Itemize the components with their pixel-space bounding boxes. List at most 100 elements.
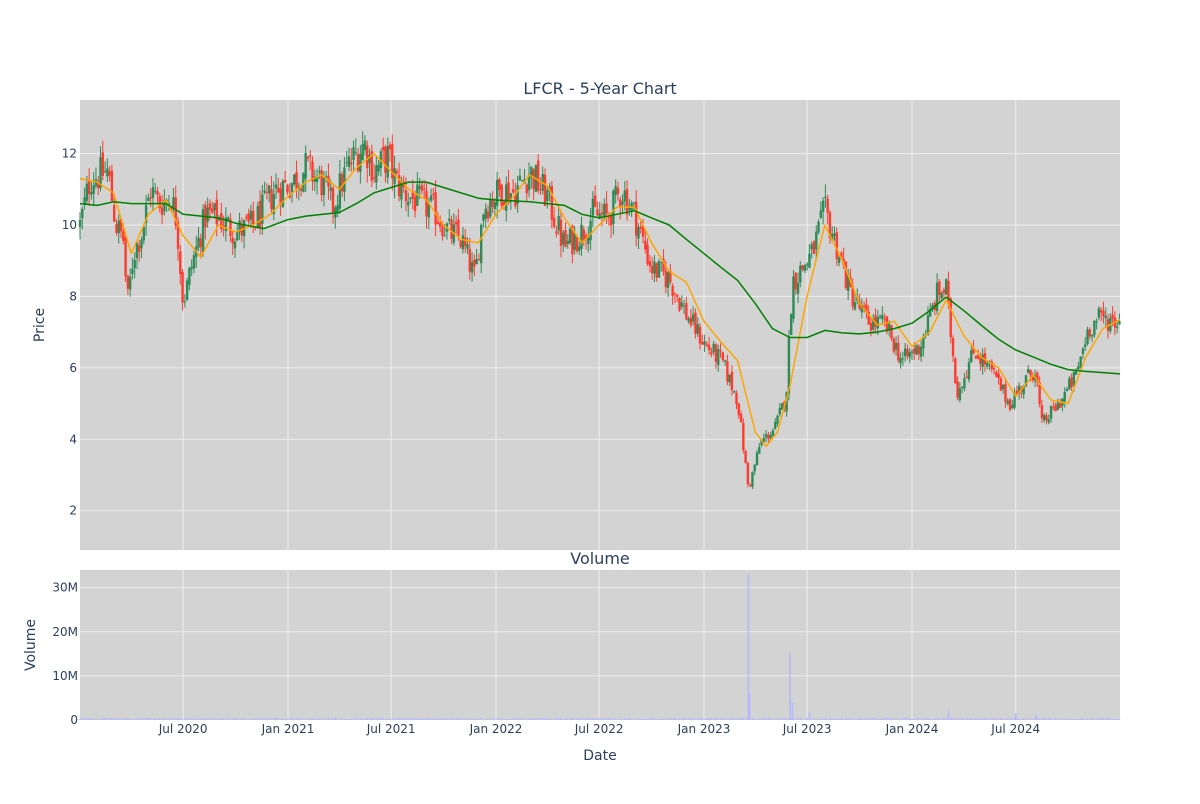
candle-down <box>220 213 223 230</box>
volume-bar <box>1013 718 1016 720</box>
candle-down <box>655 263 658 278</box>
volume-bar <box>92 718 95 720</box>
candle-down <box>851 285 854 307</box>
volume-bar <box>1061 718 1064 720</box>
candle-down <box>286 184 289 193</box>
volume-bar <box>256 717 259 720</box>
volume-bar <box>728 718 731 720</box>
candle-up <box>131 268 134 275</box>
volume-bar <box>384 719 387 720</box>
volume-bar <box>592 718 594 720</box>
candle-up <box>448 218 451 221</box>
volume-bar <box>1107 718 1109 720</box>
candle-down <box>605 203 608 214</box>
candle-up <box>785 391 788 412</box>
volume-bar <box>972 718 975 720</box>
candle-up <box>682 305 686 307</box>
volume-bar <box>639 719 642 720</box>
candle-up <box>94 179 98 187</box>
x-tick-label: Jul 2021 <box>366 722 416 736</box>
volume-bar <box>350 718 353 720</box>
volume-bar <box>1029 718 1032 720</box>
volume-bar <box>523 719 526 720</box>
volume-bar <box>551 718 553 720</box>
volume-bar <box>202 718 204 720</box>
volume-bar <box>908 718 911 720</box>
candle-up <box>881 315 884 319</box>
volume-bar <box>236 718 239 720</box>
volume-bar <box>703 718 706 720</box>
volume-bar <box>753 719 756 720</box>
volume-bar <box>824 717 827 720</box>
candle-down <box>464 237 467 246</box>
volume-bar <box>655 719 658 720</box>
volume-bar <box>416 718 419 720</box>
price-y-tick-label: 12 <box>62 147 77 161</box>
volume-bar <box>1073 718 1075 720</box>
volume-bar <box>541 718 544 720</box>
volume-bar <box>138 717 141 720</box>
candle-up <box>687 318 690 322</box>
candle-down <box>956 381 959 398</box>
volume-bar <box>760 718 763 720</box>
candle-down <box>422 189 426 191</box>
volume-bar <box>815 718 818 720</box>
candle-up <box>628 207 631 210</box>
candle-up <box>318 170 321 173</box>
volume-bar <box>847 717 849 720</box>
candle-down <box>1070 377 1073 387</box>
candle-up <box>1072 371 1076 385</box>
candle-down <box>748 484 752 486</box>
volume-bar <box>473 718 476 720</box>
candle-down <box>468 248 471 272</box>
volume-bar <box>339 718 341 720</box>
candle-down <box>199 238 203 248</box>
candle-down <box>619 199 622 207</box>
volume-bar <box>99 718 102 720</box>
volume-bar <box>291 717 293 720</box>
volume-bar <box>414 718 416 720</box>
volume-bar <box>892 718 895 720</box>
candle-down <box>892 338 895 352</box>
candle-down <box>388 144 392 150</box>
volume-bar <box>1084 719 1087 720</box>
volume-bar <box>1098 718 1100 720</box>
volume-bar <box>357 718 359 720</box>
candle-down <box>575 237 579 252</box>
candle-down <box>885 316 889 332</box>
volume-bar <box>161 718 163 720</box>
candle-down <box>999 378 1003 391</box>
candle-down <box>707 344 711 351</box>
volume-bar <box>902 718 904 720</box>
volume-bar <box>124 717 127 720</box>
volume-bar <box>528 718 530 720</box>
candle-down <box>331 187 335 213</box>
volume-bar <box>359 718 362 720</box>
candle-down <box>1015 390 1019 394</box>
volume-bar <box>1002 718 1004 720</box>
volume-bar <box>1109 718 1112 720</box>
candle-up <box>894 342 898 350</box>
candle-up <box>796 282 800 294</box>
candle-up <box>527 174 531 191</box>
volume-bar <box>149 718 152 720</box>
volume-bar <box>316 718 318 720</box>
volume-bar <box>113 718 115 720</box>
volume-bar <box>284 718 286 720</box>
volume-bar <box>544 718 546 720</box>
candle-down <box>87 180 91 195</box>
volume-bar <box>503 718 505 720</box>
volume-bar <box>259 718 261 720</box>
volume-bar <box>817 719 820 720</box>
volume-bar <box>427 717 430 720</box>
volume-bar <box>227 718 229 720</box>
volume-bar <box>778 718 781 720</box>
volume-bar <box>630 718 633 720</box>
candle-down <box>115 224 118 233</box>
volume-bar <box>765 717 767 720</box>
volume-bar <box>152 719 154 720</box>
candle-down <box>995 371 998 377</box>
price-plot-area <box>80 100 1120 550</box>
volume-bar-spike <box>1014 713 1017 720</box>
candle-down <box>252 210 255 225</box>
